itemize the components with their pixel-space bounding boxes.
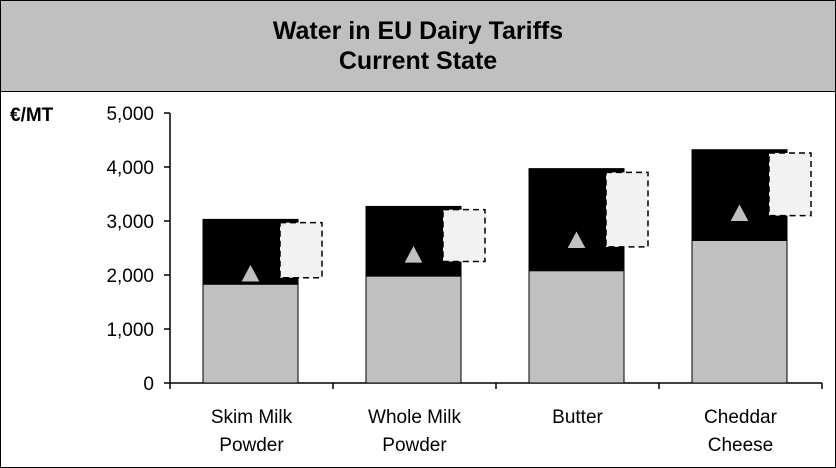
y-tick-label: 1,000 <box>106 320 154 341</box>
dashed-box <box>768 152 812 217</box>
x-category-label: Whole Milk <box>368 407 461 428</box>
triangle-marker <box>404 246 423 263</box>
y-tick-label: 2,000 <box>106 266 154 287</box>
title-band: Water in EU Dairy Tariffs Current State <box>1 1 835 92</box>
bar-lower-segment <box>691 239 788 384</box>
chart-subtitle: Current State <box>338 47 498 75</box>
x-category-label: Butter <box>552 407 603 428</box>
chart-title: Water in EU Dairy Tariffs <box>272 17 564 45</box>
dashed-box <box>442 208 486 263</box>
x-category-label: Powder <box>382 435 447 456</box>
bar-lower-segment <box>202 283 299 384</box>
bar-lower-segment <box>528 270 625 384</box>
y-tick-label: 4,000 <box>106 158 154 179</box>
bar-lower-segment <box>365 275 462 384</box>
y-tick-label: 0 <box>143 374 154 395</box>
x-category-label: Cheese <box>708 435 774 456</box>
y-axis-unit-label: €/MT <box>10 105 54 126</box>
x-category-label: Cheddar <box>704 407 778 428</box>
triangle-marker <box>567 231 586 249</box>
y-tick-label: 5,000 <box>106 104 154 125</box>
x-category-label: Skim Milk <box>211 407 293 428</box>
triangle-marker <box>730 204 749 222</box>
triangle-marker <box>241 264 260 282</box>
x-category-label: Powder <box>219 435 284 456</box>
y-tick-label: 3,000 <box>106 212 154 233</box>
dashed-box <box>605 171 649 248</box>
dashed-box <box>279 221 323 279</box>
